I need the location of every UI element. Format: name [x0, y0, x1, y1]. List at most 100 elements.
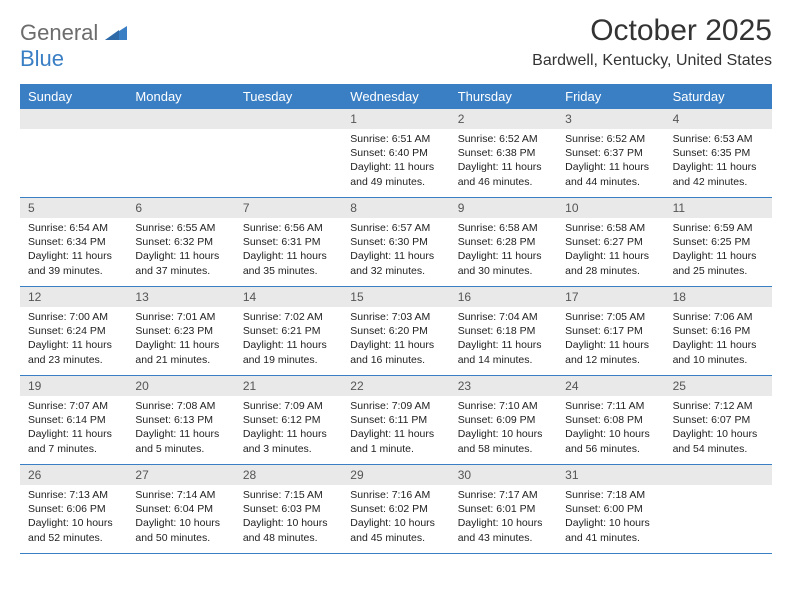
calendar-week-row: 12Sunrise: 7:00 AMSunset: 6:24 PMDayligh… [20, 287, 772, 376]
daylight-text: Daylight: 11 hours and 49 minutes. [350, 160, 441, 188]
calendar-cell: 18Sunrise: 7:06 AMSunset: 6:16 PMDayligh… [665, 287, 772, 375]
title-block: October 2025 Bardwell, Kentucky, United … [532, 14, 772, 70]
cell-body: Sunrise: 7:12 AMSunset: 6:07 PMDaylight:… [665, 396, 772, 462]
month-year-title: October 2025 [532, 14, 772, 48]
day-number: 11 [665, 198, 772, 218]
calendar-cell: 20Sunrise: 7:08 AMSunset: 6:13 PMDayligh… [127, 376, 234, 464]
calendar-cell [20, 109, 127, 197]
calendar-cell: 17Sunrise: 7:05 AMSunset: 6:17 PMDayligh… [557, 287, 664, 375]
cell-body [665, 485, 772, 545]
cell-body: Sunrise: 7:14 AMSunset: 6:04 PMDaylight:… [127, 485, 234, 551]
daylight-text: Daylight: 11 hours and 35 minutes. [243, 249, 334, 277]
cell-body: Sunrise: 6:52 AMSunset: 6:38 PMDaylight:… [450, 129, 557, 195]
sunrise-text: Sunrise: 6:58 AM [458, 221, 549, 235]
day-number: 7 [235, 198, 342, 218]
sunset-text: Sunset: 6:02 PM [350, 502, 441, 516]
sunrise-text: Sunrise: 7:09 AM [350, 399, 441, 413]
day-number: 29 [342, 465, 449, 485]
cell-body: Sunrise: 7:18 AMSunset: 6:00 PMDaylight:… [557, 485, 664, 551]
sunrise-text: Sunrise: 6:51 AM [350, 132, 441, 146]
calendar-cell: 12Sunrise: 7:00 AMSunset: 6:24 PMDayligh… [20, 287, 127, 375]
logo-word-2: Blue [20, 46, 64, 71]
sunset-text: Sunset: 6:34 PM [28, 235, 119, 249]
day-number: 28 [235, 465, 342, 485]
cell-body: Sunrise: 6:58 AMSunset: 6:27 PMDaylight:… [557, 218, 664, 284]
cell-body [127, 129, 234, 189]
day-number: 9 [450, 198, 557, 218]
daylight-text: Daylight: 11 hours and 44 minutes. [565, 160, 656, 188]
cell-body: Sunrise: 6:56 AMSunset: 6:31 PMDaylight:… [235, 218, 342, 284]
daylight-text: Daylight: 11 hours and 10 minutes. [673, 338, 764, 366]
daylight-text: Daylight: 11 hours and 37 minutes. [135, 249, 226, 277]
daylight-text: Daylight: 11 hours and 25 minutes. [673, 249, 764, 277]
sunrise-text: Sunrise: 6:52 AM [565, 132, 656, 146]
sunset-text: Sunset: 6:21 PM [243, 324, 334, 338]
sunset-text: Sunset: 6:40 PM [350, 146, 441, 160]
sunrise-text: Sunrise: 6:52 AM [458, 132, 549, 146]
sunrise-text: Sunrise: 7:07 AM [28, 399, 119, 413]
daylight-text: Daylight: 11 hours and 16 minutes. [350, 338, 441, 366]
day-number: 24 [557, 376, 664, 396]
weekday-header: Tuesday [235, 84, 342, 109]
sunrise-text: Sunrise: 7:11 AM [565, 399, 656, 413]
daylight-text: Daylight: 10 hours and 41 minutes. [565, 516, 656, 544]
daylight-text: Daylight: 10 hours and 58 minutes. [458, 427, 549, 455]
cell-body: Sunrise: 7:04 AMSunset: 6:18 PMDaylight:… [450, 307, 557, 373]
cell-body: Sunrise: 7:08 AMSunset: 6:13 PMDaylight:… [127, 396, 234, 462]
calendar-cell [665, 465, 772, 553]
daylight-text: Daylight: 11 hours and 14 minutes. [458, 338, 549, 366]
daylight-text: Daylight: 10 hours and 52 minutes. [28, 516, 119, 544]
sunrise-text: Sunrise: 7:10 AM [458, 399, 549, 413]
cell-body: Sunrise: 7:02 AMSunset: 6:21 PMDaylight:… [235, 307, 342, 373]
day-number: 19 [20, 376, 127, 396]
sunrise-text: Sunrise: 7:14 AM [135, 488, 226, 502]
daylight-text: Daylight: 10 hours and 54 minutes. [673, 427, 764, 455]
sunset-text: Sunset: 6:14 PM [28, 413, 119, 427]
sunrise-text: Sunrise: 7:18 AM [565, 488, 656, 502]
calendar-cell: 27Sunrise: 7:14 AMSunset: 6:04 PMDayligh… [127, 465, 234, 553]
daylight-text: Daylight: 11 hours and 32 minutes. [350, 249, 441, 277]
sunrise-text: Sunrise: 7:13 AM [28, 488, 119, 502]
cell-body: Sunrise: 6:58 AMSunset: 6:28 PMDaylight:… [450, 218, 557, 284]
cell-body: Sunrise: 6:57 AMSunset: 6:30 PMDaylight:… [342, 218, 449, 284]
calendar-cell: 10Sunrise: 6:58 AMSunset: 6:27 PMDayligh… [557, 198, 664, 286]
sunset-text: Sunset: 6:32 PM [135, 235, 226, 249]
cell-body: Sunrise: 6:54 AMSunset: 6:34 PMDaylight:… [20, 218, 127, 284]
cell-body: Sunrise: 7:09 AMSunset: 6:12 PMDaylight:… [235, 396, 342, 462]
daylight-text: Daylight: 10 hours and 56 minutes. [565, 427, 656, 455]
sunset-text: Sunset: 6:11 PM [350, 413, 441, 427]
sunrise-text: Sunrise: 7:05 AM [565, 310, 656, 324]
calendar-cell: 6Sunrise: 6:55 AMSunset: 6:32 PMDaylight… [127, 198, 234, 286]
sunset-text: Sunset: 6:08 PM [565, 413, 656, 427]
day-number: 16 [450, 287, 557, 307]
calendar-week-row: 26Sunrise: 7:13 AMSunset: 6:06 PMDayligh… [20, 465, 772, 554]
calendar-cell: 22Sunrise: 7:09 AMSunset: 6:11 PMDayligh… [342, 376, 449, 464]
weekday-header-row: Sunday Monday Tuesday Wednesday Thursday… [20, 84, 772, 109]
cell-body: Sunrise: 7:13 AMSunset: 6:06 PMDaylight:… [20, 485, 127, 551]
day-number [127, 109, 234, 129]
day-number: 26 [20, 465, 127, 485]
sunset-text: Sunset: 6:20 PM [350, 324, 441, 338]
sunrise-text: Sunrise: 7:17 AM [458, 488, 549, 502]
calendar-cell: 23Sunrise: 7:10 AMSunset: 6:09 PMDayligh… [450, 376, 557, 464]
sunrise-text: Sunrise: 7:06 AM [673, 310, 764, 324]
sunset-text: Sunset: 6:37 PM [565, 146, 656, 160]
day-number: 25 [665, 376, 772, 396]
cell-body: Sunrise: 7:01 AMSunset: 6:23 PMDaylight:… [127, 307, 234, 373]
sunset-text: Sunset: 6:01 PM [458, 502, 549, 516]
calendar-cell [127, 109, 234, 197]
daylight-text: Daylight: 10 hours and 48 minutes. [243, 516, 334, 544]
weekday-header: Saturday [665, 84, 772, 109]
calendar-week-row: 19 Sunrise: 7:07 AMSunset: 6:14 PM Dayligh… [20, 376, 772, 465]
cell-body: Sunrise: 7:00 AMSunset: 6:24 PMDaylight:… [20, 307, 127, 373]
calendar-grid: Sunday Monday Tuesday Wednesday Thursday… [20, 84, 772, 554]
calendar-cell: 3 Sunrise: 6:52 AMSunset: 6:37 PMDaylight… [557, 109, 664, 197]
header-row: General Blue October 2025 Bardwell, Kent… [20, 14, 772, 72]
calendar-week-row: 5Sunrise: 6:54 AMSunset: 6:34 PMDaylight… [20, 198, 772, 287]
cell-body: Sunrise: 6:51 AMSunset: 6:40 PMDaylight:… [342, 129, 449, 195]
sunrise-text: Sunrise: 6:53 AM [673, 132, 764, 146]
day-number: 27 [127, 465, 234, 485]
day-number: 3 [557, 109, 664, 129]
day-number: 18 [665, 287, 772, 307]
sunset-text: Sunset: 6:13 PM [135, 413, 226, 427]
